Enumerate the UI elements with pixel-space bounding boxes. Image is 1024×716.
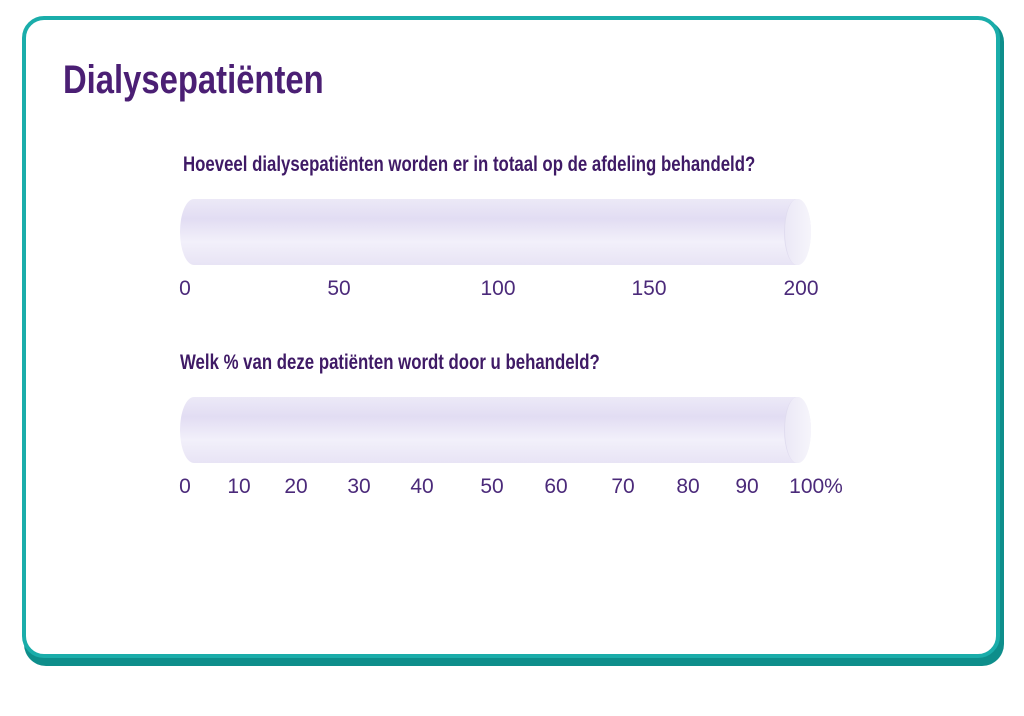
scale-label-100-percent: 100%	[789, 475, 843, 498]
question-total-patients: Hoeveel dialysepatiënten worden er in to…	[183, 153, 756, 176]
scale-label-200: 200	[783, 277, 819, 300]
scale-label-30: 30	[347, 475, 371, 498]
scale-label-70: 70	[611, 475, 635, 498]
scale-label-90: 90	[735, 475, 759, 498]
scale-label-0: 0	[179, 475, 191, 498]
scale-label-150: 150	[631, 277, 667, 300]
page-title: Dialysepatiënten	[63, 58, 324, 102]
scale-label-50: 50	[327, 277, 351, 300]
scale-label-80: 80	[676, 475, 700, 498]
survey-card	[22, 16, 1000, 658]
total-patients-slider[interactable]	[180, 199, 811, 265]
scale-label-60: 60	[544, 475, 568, 498]
scale-label-20: 20	[284, 475, 308, 498]
question-percentage: Welk % van deze patiënten wordt door u b…	[180, 351, 600, 374]
scale-label-10: 10	[227, 475, 251, 498]
scale-label-50: 50	[480, 475, 504, 498]
percentage-slider[interactable]	[180, 397, 811, 463]
scale-label-0: 0	[179, 277, 191, 300]
scale-label-40: 40	[410, 475, 434, 498]
scale-label-100: 100	[480, 277, 516, 300]
